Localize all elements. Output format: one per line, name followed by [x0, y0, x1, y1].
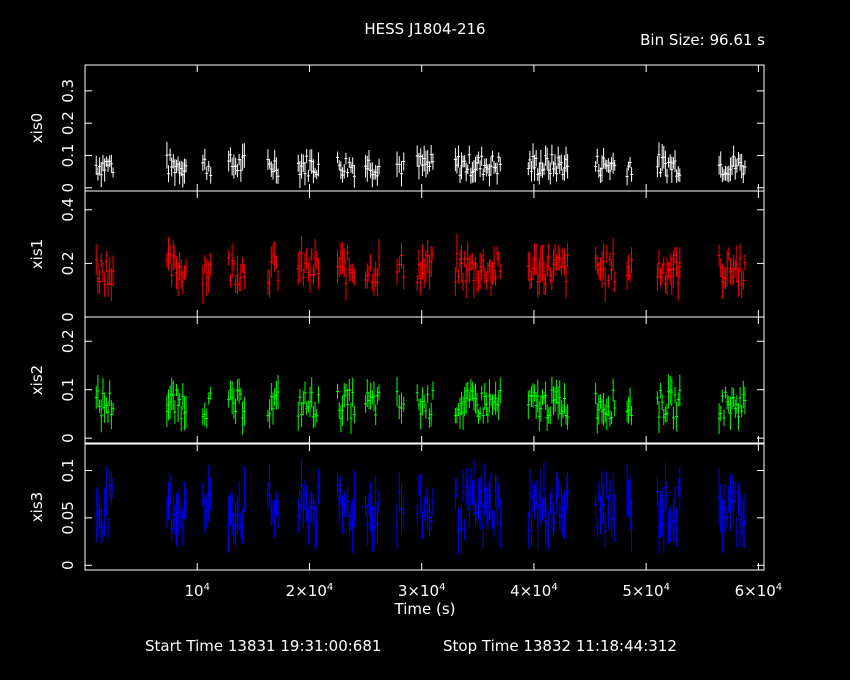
- panel-xis1: 0 0.2 0.4 xis1: [28, 190, 765, 322]
- panel-frame: [84, 64, 765, 192]
- stop-time: Stop Time 13832 11:18:44:312: [443, 637, 677, 655]
- panel-frame: [84, 443, 765, 571]
- y-tick-label: 0.4: [59, 198, 77, 222]
- y-axis-label: xis1: [28, 239, 46, 269]
- y-tick-label: 0.05: [59, 501, 77, 534]
- bin-size-label: Bin Size: 96.61 s: [640, 31, 765, 49]
- y-tick-label: 0: [59, 560, 77, 570]
- y-tick-label: 0.2: [59, 251, 77, 275]
- panels: 0 0.1 0.2 0.3 xis0 0 0.2 0.4 xis1 0 0.1 0.2 xis2 0 0.0…: [28, 64, 765, 571]
- y-tick-label: 0.1: [59, 144, 77, 168]
- y-tick-label: 0: [59, 433, 77, 443]
- y-tick-label: 0: [59, 183, 77, 193]
- chart-title: HESS J1804-216: [364, 20, 485, 38]
- y-axis-label: xis2: [28, 365, 46, 395]
- y-tick-label: 0.3: [59, 79, 77, 103]
- x-tick-label: 4×104: [510, 582, 558, 600]
- series-xis3: [94, 457, 747, 555]
- panel-frame: [84, 316, 765, 444]
- y-tick-label: 0.2: [59, 111, 77, 135]
- panel-xis0: 0 0.1 0.2 0.3 xis0: [28, 64, 765, 193]
- x-tick-label: 3×104: [398, 582, 446, 600]
- x-tick-label: 6×104: [735, 582, 783, 600]
- y-tick-label: 0.1: [59, 378, 77, 402]
- y-axis-label: xis3: [28, 492, 46, 522]
- series-xis0: [94, 141, 747, 188]
- x-tick-labels: 104 2×104 3×104 4×104 5×104 6×104: [184, 582, 782, 600]
- x-tick-label: 2×104: [286, 582, 334, 600]
- series-xis2: [94, 374, 747, 435]
- x-axis-label: Time (s): [394, 600, 456, 618]
- y-tick-label: 0: [59, 312, 77, 322]
- panel-frame: [84, 190, 765, 318]
- series-xis1: [94, 234, 747, 304]
- panel-xis2: 0 0.1 0.2 xis2: [28, 316, 765, 444]
- x-tick-label: 5×104: [622, 582, 670, 600]
- start-time: Start Time 13831 19:31:00:681: [145, 637, 381, 655]
- panel-xis3: 0 0.05 0.1 xis3: [28, 443, 765, 571]
- y-tick-label: 0.2: [59, 329, 77, 353]
- x-tick-label: 104: [184, 582, 209, 600]
- y-axis-label: xis0: [28, 113, 46, 143]
- y-tick-label: 0.1: [59, 459, 77, 483]
